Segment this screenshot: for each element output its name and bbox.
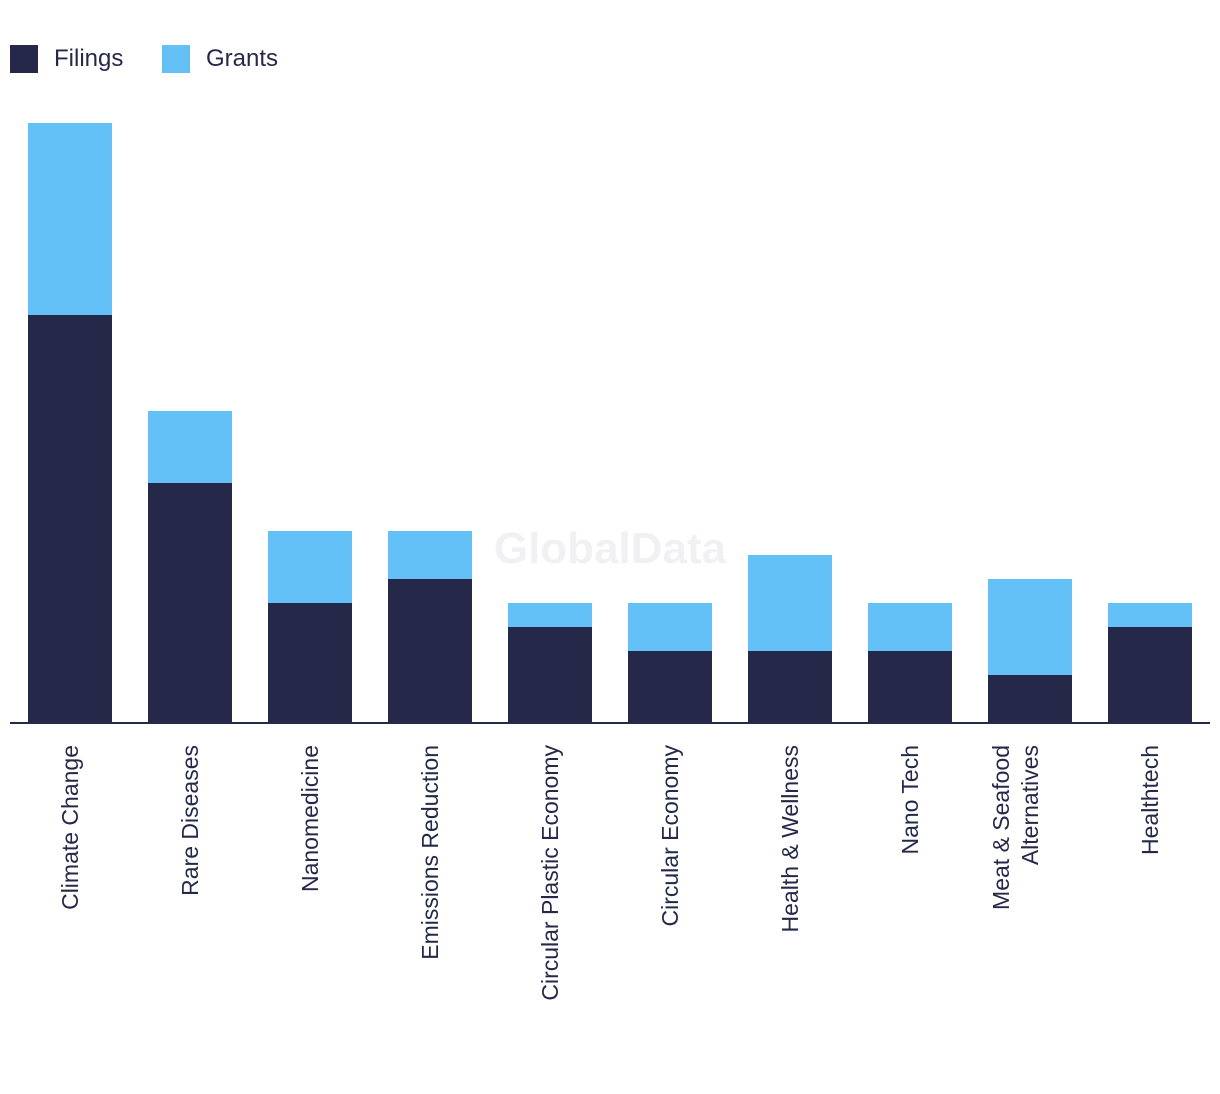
bars-group xyxy=(28,123,1192,723)
bar-grants-circular-plastic-economy xyxy=(508,603,592,627)
x-tick-label-meat-and-seafood-alternatives: Meat & Seafood Alternatives xyxy=(988,745,1043,910)
x-tick-label-line: Circular Plastic Economy xyxy=(537,745,563,1001)
bar-grants-circular-economy xyxy=(628,603,712,651)
bar-grants-nanomedicine xyxy=(268,531,352,603)
bar-filings-circular-plastic-economy xyxy=(508,627,592,723)
bar-filings-nano-tech xyxy=(868,651,952,723)
x-tick-label-circular-plastic-economy: Circular Plastic Economy xyxy=(537,745,563,1001)
x-tick-label-line: Nanomedicine xyxy=(297,745,323,892)
bar-grants-healthtech xyxy=(1108,603,1192,627)
x-tick-label-line: Healthtech xyxy=(1137,745,1163,855)
x-tick-label-circular-economy: Circular Economy xyxy=(657,745,683,927)
bar-filings-nanomedicine xyxy=(268,603,352,723)
bar-filings-healthtech xyxy=(1108,627,1192,723)
watermark: GlobalData xyxy=(494,524,727,573)
legend-label-filings: Filings xyxy=(54,45,123,72)
bar-filings-meat-and-seafood-alternatives xyxy=(988,675,1072,723)
x-tick-label-line: Alternatives xyxy=(1017,745,1043,865)
x-tick-label-nano-tech: Nano Tech xyxy=(897,745,923,855)
bar-grants-rare-diseases xyxy=(148,411,232,483)
x-tick-label-line: Meat & Seafood xyxy=(988,745,1014,910)
bar-filings-circular-economy xyxy=(628,651,712,723)
bar-grants-emissions-reduction xyxy=(388,531,472,579)
x-tick-label-line: Circular Economy xyxy=(657,745,683,927)
bar-grants-health-and-wellness xyxy=(748,555,832,651)
x-tick-label-line: Emissions Reduction xyxy=(417,745,443,960)
x-tick-label-emissions-reduction: Emissions Reduction xyxy=(417,745,443,960)
x-tick-label-line: Climate Change xyxy=(57,745,83,910)
bar-filings-rare-diseases xyxy=(148,483,232,723)
legend-label-grants: Grants xyxy=(206,45,278,72)
legend: Filings Grants xyxy=(10,45,278,73)
x-tick-labels: Climate Change Rare Diseases Nanomedicine E… xyxy=(57,745,1163,1001)
x-tick-label-rare-diseases: Rare Diseases xyxy=(177,745,203,896)
bar-filings-health-and-wellness xyxy=(748,651,832,723)
bar-grants-nano-tech xyxy=(868,603,952,651)
legend-swatch-grants xyxy=(162,45,190,73)
x-tick-label-line: Rare Diseases xyxy=(177,745,203,896)
bar-grants-meat-and-seafood-alternatives xyxy=(988,579,1072,675)
x-tick-label-climate-change: Climate Change xyxy=(57,745,83,910)
x-tick-label-nanomedicine: Nanomedicine xyxy=(297,745,323,892)
legend-swatch-filings xyxy=(10,45,38,73)
x-tick-label-line: Health & Wellness xyxy=(777,745,803,933)
x-tick-label-healthtech: Healthtech xyxy=(1137,745,1163,855)
bar-filings-emissions-reduction xyxy=(388,579,472,723)
x-tick-label-health-and-wellness: Health & Wellness xyxy=(777,745,803,933)
bar-grants-climate-change xyxy=(28,123,112,315)
bar-filings-climate-change xyxy=(28,315,112,723)
x-tick-label-line: Nano Tech xyxy=(897,745,923,855)
